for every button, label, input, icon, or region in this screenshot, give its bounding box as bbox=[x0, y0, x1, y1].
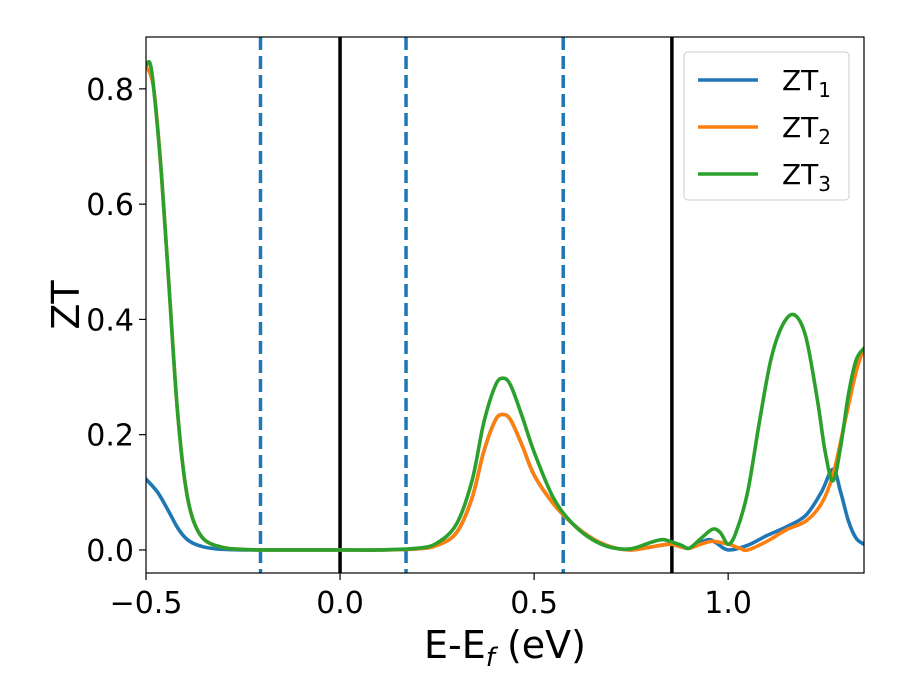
legend-label: ZT3 bbox=[782, 158, 831, 196]
x-tick-label: −0.5 bbox=[110, 586, 183, 621]
x-tick-label: 0.5 bbox=[510, 586, 558, 621]
legend: ZT1 ZT2 ZT3 bbox=[683, 51, 850, 201]
series-line-ZT3 bbox=[146, 59, 864, 552]
y-axis: 0.0 0.2 0.4 0.6 0.8 bbox=[86, 73, 146, 569]
legend-label: ZT1 bbox=[782, 64, 831, 102]
x-axis-label: E-Ef (eV) bbox=[424, 623, 586, 673]
y-tick-label: 0.4 bbox=[86, 303, 134, 338]
y-tick-label: 0.8 bbox=[86, 73, 134, 108]
legend-box bbox=[683, 51, 850, 201]
y-tick-label: 0.2 bbox=[86, 419, 134, 454]
y-tick-label: 0.0 bbox=[86, 534, 134, 569]
x-tick-label: 1.0 bbox=[704, 586, 752, 621]
y-axis-label: ZT bbox=[44, 280, 88, 330]
series-lines bbox=[146, 59, 864, 553]
reference-lines bbox=[258, 37, 674, 573]
plot-frame bbox=[145, 36, 865, 574]
legend-label: ZT2 bbox=[782, 111, 831, 149]
x-axis: −0.5 0.0 0.5 1.0 bbox=[110, 573, 752, 621]
x-tick-label: 0.0 bbox=[316, 586, 364, 621]
y-tick-label: 0.6 bbox=[86, 188, 134, 223]
x-axis-label-base: E-E bbox=[424, 623, 486, 667]
x-axis-label-unit: (eV) bbox=[495, 623, 586, 667]
